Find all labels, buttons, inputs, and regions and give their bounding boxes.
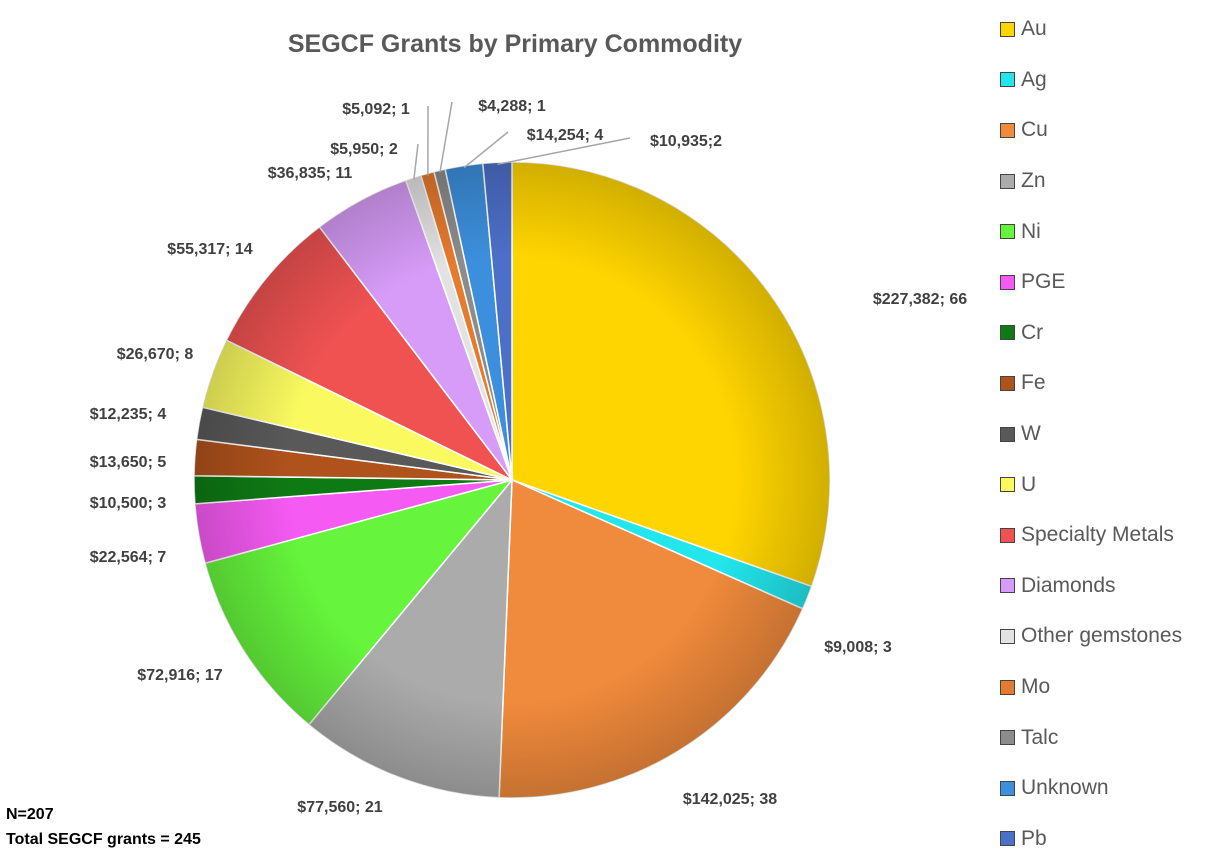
data-label-pge: $22,564; 7: [90, 549, 167, 566]
legend-item-talc: Talc: [1000, 712, 1220, 763]
legend-swatch-mo: [1000, 680, 1015, 695]
data-label-talc: $4,288; 1: [478, 98, 546, 115]
legend-swatch-ag: [1000, 72, 1015, 87]
data-label-other-gemstones: $5,950; 2: [330, 141, 398, 158]
legend-item-fe: Fe: [1000, 358, 1220, 409]
legend-swatch-cu: [1000, 123, 1015, 138]
data-label-specialty-metals: $55,317; 14: [167, 241, 253, 258]
legend-item-au: Au: [1000, 4, 1220, 55]
legend-swatch-specialty-metals: [1000, 528, 1015, 543]
legend-swatch-diamonds: [1000, 578, 1015, 593]
data-label-mo: $5,092; 1: [342, 101, 410, 118]
data-label-zn: $77,560; 21: [297, 799, 383, 816]
data-label-ni: $72,916; 17: [137, 667, 223, 684]
legend-label-au: Au: [1021, 17, 1047, 41]
legend-label-specialty-metals: Specialty Metals: [1021, 523, 1174, 547]
legend-item-pb: Pb: [1000, 814, 1220, 864]
legend-item-zn: Zn: [1000, 156, 1220, 207]
legend-item-other-gemstones: Other gemstones: [1000, 611, 1220, 662]
legend-item-diamonds: Diamonds: [1000, 561, 1220, 612]
legend-item-w: W: [1000, 409, 1220, 460]
legend-swatch-zn: [1000, 174, 1015, 189]
data-label-au: $227,382; 66: [873, 291, 967, 308]
legend-item-unknown: Unknown: [1000, 763, 1220, 814]
legend-item-specialty-metals: Specialty Metals: [1000, 510, 1220, 561]
data-label-pb: $10,935;2: [650, 133, 722, 150]
legend-label-unknown: Unknown: [1021, 776, 1109, 800]
legend-label-diamonds: Diamonds: [1021, 574, 1116, 598]
legend-item-ni: Ni: [1000, 206, 1220, 257]
legend-swatch-unknown: [1000, 781, 1015, 796]
legend-item-ag: Ag: [1000, 55, 1220, 106]
legend-label-cu: Cu: [1021, 118, 1048, 142]
legend-swatch-ni: [1000, 224, 1015, 239]
leader-line-other-gemstones: [414, 144, 418, 180]
data-label-cr: $10,500; 3: [90, 495, 167, 512]
legend-label-w: W: [1021, 422, 1041, 446]
data-label-fe: $13,650; 5: [90, 454, 167, 471]
legend-swatch-other-gemstones: [1000, 629, 1015, 644]
data-label-u: $26,670; 8: [117, 346, 194, 363]
legend-label-ag: Ag: [1021, 68, 1047, 92]
legend-item-pge: PGE: [1000, 257, 1220, 308]
legend-swatch-w: [1000, 427, 1015, 442]
legend-swatch-talc: [1000, 730, 1015, 745]
legend-label-zn: Zn: [1021, 169, 1046, 193]
legend-label-talc: Talc: [1021, 726, 1058, 750]
legend-label-cr: Cr: [1021, 321, 1043, 345]
legend-label-other-gemstones: Other gemstones: [1021, 624, 1182, 648]
legend-swatch-pge: [1000, 275, 1015, 290]
data-label-diamonds: $36,835; 11: [268, 165, 353, 182]
legend-swatch-fe: [1000, 376, 1015, 391]
legend-item-u: U: [1000, 459, 1220, 510]
legend-swatch-au: [1000, 22, 1015, 37]
chart-title: SEGCF Grants by Primary Commodity: [150, 30, 880, 59]
data-label-unknown: $14,254; 4: [527, 127, 604, 144]
legend-label-ni: Ni: [1021, 220, 1041, 244]
pie-slices: [194, 162, 830, 798]
legend-item-cu: Cu: [1000, 105, 1220, 156]
legend-label-pge: PGE: [1021, 270, 1065, 294]
total-grants-note: Total SEGCF grants = 245: [6, 831, 201, 849]
legend-swatch-u: [1000, 477, 1015, 492]
legend-item-cr: Cr: [1000, 308, 1220, 359]
leader-line-talc: [440, 102, 452, 172]
legend: Au Ag Cu Zn Ni PGE Cr Fe W U Specialty Metals Diamo…: [1000, 4, 1220, 864]
legend-swatch-cr: [1000, 325, 1015, 340]
data-label-ag: $9,008; 3: [824, 639, 892, 656]
data-label-w: $12,235; 4: [90, 406, 167, 423]
legend-item-mo: Mo: [1000, 662, 1220, 713]
legend-label-pb: Pb: [1021, 827, 1047, 851]
legend-label-fe: Fe: [1021, 371, 1046, 395]
legend-swatch-pb: [1000, 831, 1015, 846]
data-label-cu: $142,025; 38: [683, 791, 777, 808]
sample-size-note: N=207: [6, 806, 54, 824]
legend-label-mo: Mo: [1021, 675, 1050, 699]
legend-label-u: U: [1021, 473, 1036, 497]
